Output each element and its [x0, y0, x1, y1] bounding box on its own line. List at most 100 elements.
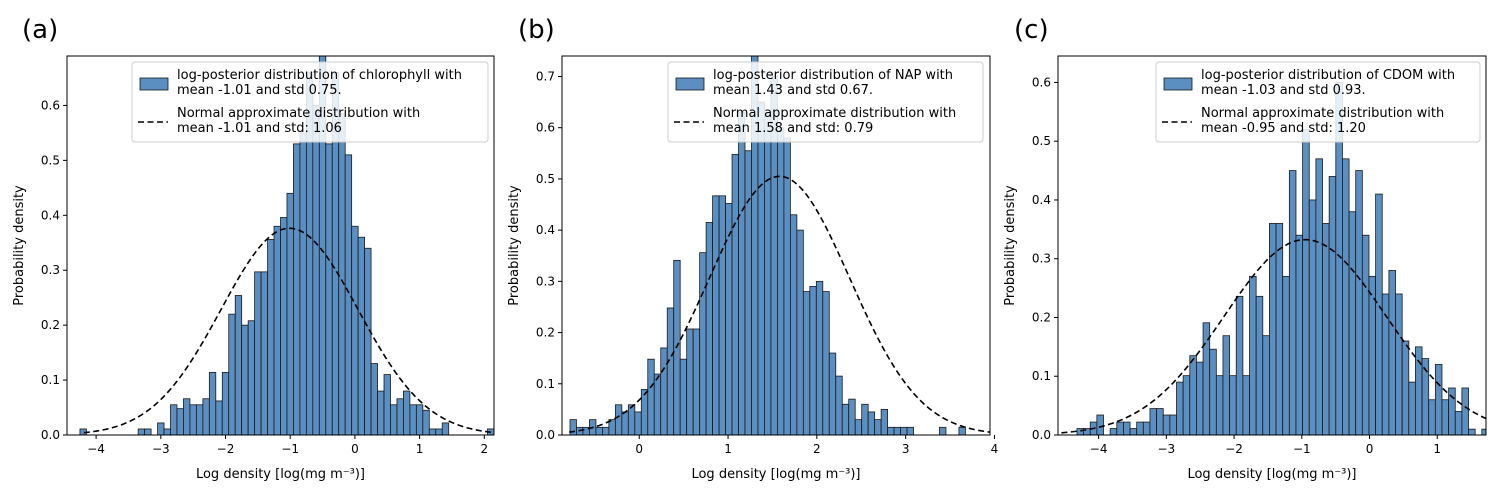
hist-bar	[493, 428, 494, 435]
hist-bar	[1129, 428, 1138, 435]
axes-frame	[1057, 55, 1487, 436]
hist-bar	[1116, 421, 1124, 435]
panel-label: (a)	[22, 15, 58, 45]
hist-bar	[293, 143, 301, 435]
legend-hist-swatch	[139, 77, 169, 91]
x-axis-label: Log density [log(mg m⁻³)]	[691, 467, 860, 482]
legend-hist-label: mean -1.01 and std 0.75.	[177, 83, 342, 98]
legend: log-posterior distribution of CDOM withm…	[1155, 61, 1481, 143]
hist-bar	[666, 307, 675, 435]
hist-bar	[144, 428, 152, 435]
hist-bar	[614, 404, 623, 435]
hist-bar	[286, 192, 294, 435]
y-tick-label: 0.0	[1032, 428, 1051, 442]
hist-bar	[757, 101, 765, 435]
hist-bar	[835, 375, 843, 435]
hist-bar	[1242, 375, 1250, 435]
hist-bar	[1355, 170, 1363, 435]
hist-bar	[1395, 293, 1403, 435]
hist-bar	[1342, 158, 1350, 435]
hist-bar	[1229, 375, 1237, 435]
x-tick-label: 1	[724, 442, 732, 456]
hist-bar	[377, 390, 385, 435]
hist-bar	[906, 426, 914, 435]
hist-bar	[163, 428, 171, 435]
x-tick-label: 2	[813, 442, 821, 456]
hist-bar	[1235, 295, 1244, 435]
hist-bar	[403, 390, 411, 435]
x-tick-label: 1	[1433, 442, 1441, 456]
hist-bar	[157, 422, 165, 435]
x-tick-label: −2	[1225, 442, 1243, 456]
hist-bar	[189, 404, 197, 435]
hist-bar	[789, 214, 798, 435]
hist-bar	[1408, 381, 1416, 435]
legend-normal-label: mean 1.58 and std: 0.79	[713, 121, 873, 136]
x-tick-label: 2	[480, 442, 488, 456]
y-tick-label: 0.5	[41, 153, 60, 167]
hist-bar	[764, 111, 772, 435]
hist-bar	[338, 113, 346, 435]
hist-bar	[435, 428, 443, 435]
hist-bar	[699, 252, 707, 435]
axes-frame	[561, 55, 991, 436]
hist-bar	[679, 358, 688, 435]
y-tick-label: 0.6	[1032, 75, 1051, 89]
hist-bar	[1282, 275, 1290, 435]
y-tick-label: 0.5	[536, 172, 555, 186]
legend: log-posterior distribution of chlorophyl…	[131, 61, 489, 143]
hist-bar	[364, 247, 372, 435]
hist-bar	[357, 236, 366, 435]
hist-bar	[602, 426, 610, 435]
y-tick-label: 0.2	[536, 326, 555, 340]
x-tick-label: −1	[281, 442, 299, 456]
hist-bar	[647, 358, 655, 435]
x-tick-label: 1	[416, 442, 424, 456]
hist-bar	[1149, 408, 1158, 435]
legend-hist-swatch	[675, 77, 705, 91]
panel-3: −4 −3 −2 −1 0 1 0.0 0.1 0.2 0.3 0.4 0.5 0.6 Log densi…	[1003, 15, 1487, 482]
hist-bar	[441, 422, 450, 435]
x-tick-label: 0	[635, 442, 643, 456]
y-tick-label: 0.4	[41, 208, 60, 222]
x-tick-label: −1	[1293, 442, 1311, 456]
x-tick-label: −2	[217, 442, 235, 456]
hist-bar	[344, 154, 353, 435]
hist-bar	[796, 229, 804, 435]
hist-bar	[208, 371, 217, 435]
hist-bar	[841, 403, 850, 435]
hist-bar	[1468, 428, 1476, 435]
hist-bar	[1136, 421, 1144, 435]
hist-bar	[634, 411, 642, 435]
legend-normal-label: Normal approximate distribution with	[177, 106, 420, 121]
hist-bar	[428, 428, 437, 435]
hist-bar	[202, 398, 210, 435]
y-tick-label: 0.1	[1032, 369, 1051, 383]
hist-bar	[1302, 129, 1310, 435]
hist-bar	[325, 143, 333, 435]
y-tick-label: 0.3	[41, 263, 60, 277]
hist-bar	[1415, 346, 1423, 435]
y-tick-label: 0.6	[41, 98, 60, 112]
hist-bar	[280, 217, 288, 435]
panel-label: (b)	[518, 15, 555, 45]
hist-bar	[621, 411, 629, 435]
legend: log-posterior distribution of NAP withme…	[667, 61, 984, 143]
hist-bar	[653, 373, 662, 435]
hist-bar	[1215, 375, 1224, 435]
hist-bar	[415, 404, 424, 435]
y-tick-label: 0.4	[1032, 193, 1051, 207]
legend-normal-label: mean -0.95 and std: 1.20	[1201, 121, 1366, 136]
hist-bar	[1162, 414, 1171, 435]
y-tick-label: 0.3	[1032, 252, 1051, 266]
hist-bar	[1454, 411, 1463, 435]
hist-bar	[390, 404, 398, 435]
x-tick-label: 0	[1366, 442, 1374, 456]
hist-bar	[893, 426, 901, 435]
hist-bar	[569, 419, 577, 435]
axes-frame	[66, 55, 495, 436]
hist-bar	[370, 363, 378, 435]
hist-bar	[958, 426, 966, 435]
hist-bar	[880, 408, 889, 435]
hist-bar	[731, 153, 739, 435]
